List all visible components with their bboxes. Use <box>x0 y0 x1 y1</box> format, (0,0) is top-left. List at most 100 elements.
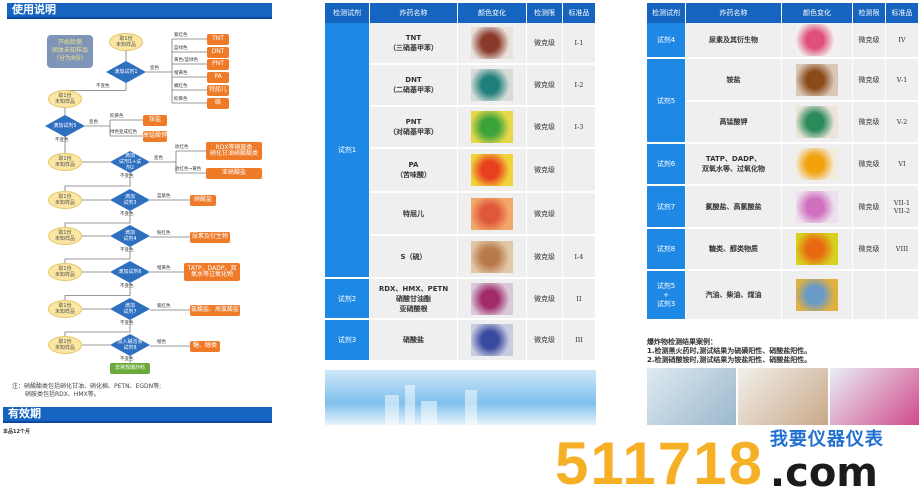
detection-limit: 微克级 <box>527 149 563 193</box>
start-box: 开始检测 固体未知样品 （分为8份） <box>47 34 93 68</box>
branch-color-label: 蓝紫色 <box>157 194 171 199</box>
branch-color-label: 橙黄色 <box>157 266 171 271</box>
result-box: TNT <box>207 33 229 45</box>
no-change-label: 不变色 <box>120 284 134 289</box>
changed-label: 变色 <box>89 120 98 125</box>
watermark-number: 511718 <box>555 430 764 497</box>
explosive-name: 高锰酸钾 <box>686 102 782 144</box>
table-header-row: 检测试剂 炸药名称 颜色变化 检测限 标准品 <box>647 3 919 23</box>
no-change-label: 不变色 <box>120 357 134 362</box>
column-header: 检测试剂 <box>325 3 370 23</box>
reagent-cell: 试剂6 <box>647 144 686 186</box>
color-change-cell <box>782 144 853 186</box>
color-change-cell <box>782 271 853 321</box>
lab-photo-strip <box>647 368 919 425</box>
no-change-label: 不变色 <box>120 248 134 253</box>
branch-color-label: 棕黄色 <box>174 97 188 102</box>
standard-sample <box>563 193 596 236</box>
detection-limit: 微克级 <box>527 279 563 320</box>
no-change-label: 不变色 <box>120 212 134 217</box>
detection-limit: 微克级 <box>853 186 886 229</box>
right-detection-table: 检测试剂 炸药名称 颜色变化 检测限 标准品 试剂4 尿素及其衍生物 微克级 IV 试剂5 铵盐 微克… <box>647 3 919 321</box>
standard-sample: I-2 <box>563 65 596 107</box>
branch-color-label: 橙黄色 <box>174 71 188 76</box>
no-change-label: 不变色 <box>120 321 134 326</box>
table-row: 试剂6 TATP、DADP、 双氧水等、过氧化物 微克级 VI <box>647 144 919 186</box>
color-change-image <box>471 197 513 230</box>
table-row: 试剂3 硝酸盐 微克级 III <box>325 320 596 362</box>
result-box: 氯酸盐、高氯酸盐 <box>190 304 240 316</box>
case-line: 2.检测硝酸铵时,测试结果为铵盐阳性、硝酸盐阳性。 <box>647 356 812 364</box>
explosive-name: TNT （三硝基甲苯） <box>370 23 458 65</box>
color-change-cell <box>458 65 527 107</box>
detection-limit: 微克级 <box>527 236 563 279</box>
table-row: PA （苦味酸） 微克级 <box>325 149 596 193</box>
table-row: DNT （二硝基甲苯） 微克级 I-2 <box>325 65 596 107</box>
reagent-diamond: 滴加 试剂1+试 剂2 <box>110 151 150 173</box>
standard-sample: I-3 <box>563 107 596 149</box>
detection-limit: 微克级 <box>527 320 563 362</box>
explosive-name: RDX、HMX、PETN 硝酸甘油酯 亚硝酸根 <box>370 279 458 320</box>
result-box: 铵盐 <box>143 114 167 126</box>
explosive-name: 汽油、柴油、煤油 <box>686 271 782 321</box>
color-change-cell <box>458 279 527 320</box>
changed-label: 变色 <box>150 66 159 71</box>
explosive-name: PNT （对硝基甲苯） <box>370 107 458 149</box>
sample-ellipse: 取1份 未知样品 <box>48 336 82 354</box>
result-box: DNT <box>207 46 229 58</box>
standard-sample: VI <box>886 144 919 186</box>
usage-header: 使用说明 <box>7 3 272 19</box>
reagent-cell: 试剂2 <box>325 279 370 320</box>
cases-title: 爆炸物检测结果案例： <box>647 338 717 346</box>
detection-limit <box>853 271 886 321</box>
branch-color-label: 蓝绿色 <box>174 46 188 51</box>
explosive-name: PA （苦味酸） <box>370 149 458 193</box>
color-change-cell <box>458 23 527 65</box>
result-box: RDX等硝胺类 硝化甘油硝酸酯类 <box>206 142 262 160</box>
detection-limit: 微克级 <box>527 193 563 236</box>
color-change-image <box>796 233 838 265</box>
standard-sample: V-2 <box>886 102 919 144</box>
reagent-cell: 试剂5 <box>647 59 686 144</box>
column-header: 检测限 <box>527 3 563 23</box>
sample-ellipse: 取1份 未知样品 <box>48 300 82 318</box>
standard-sample: V-1 <box>886 59 919 102</box>
color-change-cell <box>458 320 527 362</box>
table-row: 试剂7 氯酸盐、高氯酸盐 微克级 VII-1 VII-2 <box>647 186 919 229</box>
standard-sample: VII-1 VII-2 <box>886 186 919 229</box>
color-change-cell <box>458 236 527 279</box>
middle-detection-table: 检测试剂 炸药名称 颜色变化 检测限 标准品 试剂1 TNT （三硝基甲苯） 微克级 I-1 DN… <box>325 3 596 362</box>
color-change-image <box>796 190 838 223</box>
table-row: 特屈儿 微克级 <box>325 193 596 236</box>
sample-ellipse: 取1份 未知样品 <box>48 90 82 108</box>
explosive-name: 尿素及其衍生物 <box>686 23 782 59</box>
column-header: 炸药名称 <box>370 3 458 23</box>
validity-text: 本品12个月 <box>3 429 30 435</box>
no-change-label: 不变色 <box>55 138 69 143</box>
note-line: 硝胺类包括RDX、HMX等。 <box>25 391 100 398</box>
color-change-cell <box>782 229 853 271</box>
result-box: 亚硝酸盐 <box>206 167 262 179</box>
detection-limit: 微克级 <box>527 107 563 149</box>
detection-limit: 微克级 <box>853 23 886 59</box>
result-box: 特屈儿 <box>207 84 229 96</box>
color-change-image <box>796 24 838 56</box>
table-row: 高锰酸钾 微克级 V-2 <box>647 102 919 144</box>
result-box: 硫 <box>207 97 229 109</box>
table-row: PNT （对硝基甲苯） 微克级 I-3 <box>325 107 596 149</box>
result-box: 高锰酸钾 <box>143 130 167 142</box>
standard-sample <box>886 271 919 321</box>
column-header: 检测限 <box>853 3 886 23</box>
color-change-cell <box>782 102 853 144</box>
connector-line <box>64 283 131 300</box>
table-row: 试剂2 RDX、HMX、PETN 硝酸甘油酯 亚硝酸根 微克级 II <box>325 279 596 320</box>
standard-sample: II <box>563 279 596 320</box>
color-change-image <box>471 27 513 59</box>
no-change-label: 不变色 <box>120 174 134 179</box>
color-change-image <box>471 154 513 186</box>
detection-limit: 微克级 <box>853 229 886 271</box>
table-row: 试剂1 TNT （三硝基甲苯） 微克级 I-1 <box>325 23 596 279</box>
column-header: 颜色变化 <box>458 3 527 23</box>
table-row: 试剂5 + 试剂3 汽油、柴油、煤油 <box>647 271 919 321</box>
reagent-diamond: 滴加试剂5 <box>45 115 85 137</box>
